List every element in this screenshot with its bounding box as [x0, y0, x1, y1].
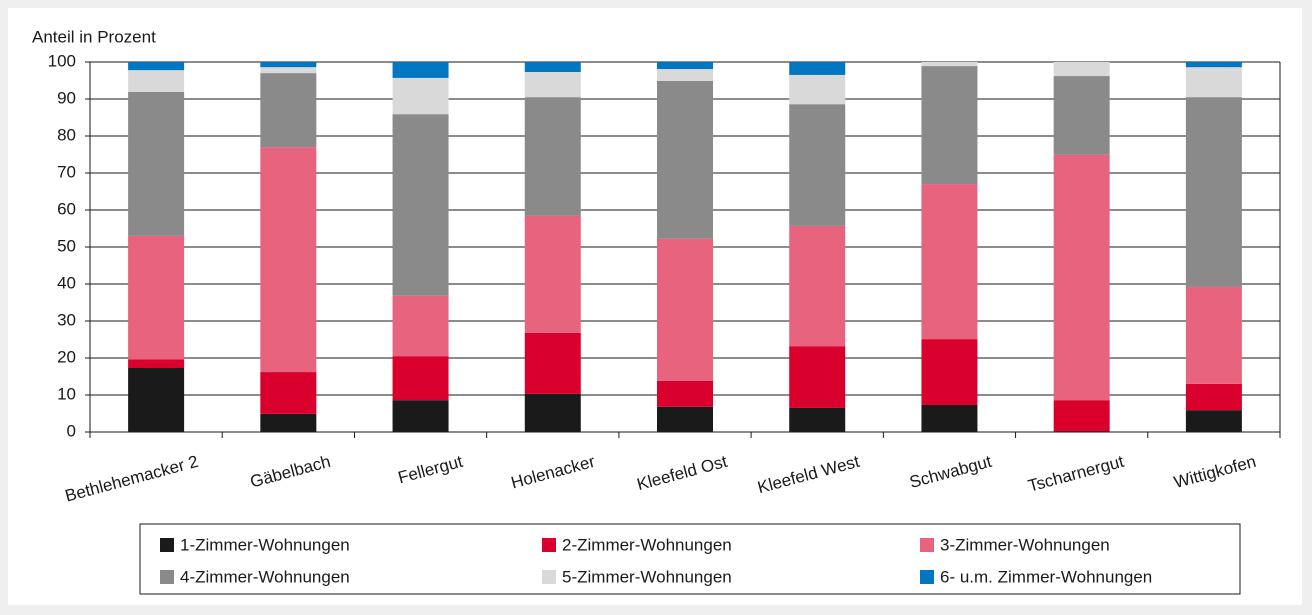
legend-label: 4-Zimmer-Wohnungen	[180, 567, 350, 586]
y-tick-label: 40	[57, 273, 76, 292]
legend-swatch	[542, 538, 556, 552]
legend-label: 2-Zimmer-Wohnungen	[562, 535, 732, 554]
bar-segment	[128, 235, 185, 360]
bar-segment	[1185, 62, 1242, 68]
y-tick-label: 60	[57, 199, 76, 218]
bar-segment	[657, 62, 713, 70]
legend-label: 6- u.m. Zimmer-Wohnungen	[940, 567, 1152, 586]
bar-segment	[789, 104, 846, 226]
bar-segment	[524, 97, 581, 216]
bar-segment	[921, 184, 978, 340]
bar-segment	[260, 62, 317, 68]
bar-segment	[1053, 154, 1110, 401]
bar-segment	[657, 406, 713, 432]
bar-segment	[128, 367, 185, 432]
bar-segment	[1185, 67, 1242, 98]
bar-segment	[128, 359, 185, 368]
legend-swatch	[160, 570, 174, 584]
bar-segment	[921, 404, 978, 432]
bar-segment	[789, 74, 846, 105]
bar-segment	[1053, 400, 1110, 432]
bar-segment	[524, 393, 581, 432]
bar-segment	[392, 114, 449, 296]
bar-segment	[921, 339, 978, 405]
bar-segment	[789, 225, 846, 347]
y-tick-label: 50	[57, 236, 76, 255]
bar-segment	[657, 69, 713, 81]
bar-segment	[1185, 286, 1242, 384]
bar-segment	[392, 356, 449, 401]
y-tick-label: 100	[48, 51, 76, 70]
bar-segment	[392, 400, 449, 432]
bar-segment	[657, 380, 713, 407]
bar-segment	[128, 70, 185, 92]
bar-segment	[1185, 410, 1242, 432]
bar-segment	[260, 73, 317, 148]
bar-segment	[260, 413, 317, 432]
bar-segment	[524, 71, 581, 98]
bar-segment	[1185, 97, 1242, 287]
y-tick-label: 70	[57, 162, 76, 181]
legend-label: 3-Zimmer-Wohnungen	[940, 535, 1110, 554]
legend-swatch	[542, 570, 556, 584]
y-tick-label: 90	[57, 88, 76, 107]
legend-label: 1-Zimmer-Wohnungen	[180, 535, 350, 554]
bar-segment	[260, 372, 317, 414]
bar-segment	[392, 295, 449, 357]
bar-segment	[789, 62, 846, 75]
y-axis-label: Anteil in Prozent	[32, 27, 156, 46]
y-tick-label: 30	[57, 310, 76, 329]
bar-segment	[128, 62, 185, 71]
legend-box	[139, 523, 1241, 595]
bar-segment	[524, 332, 581, 394]
bar-segment	[789, 346, 846, 408]
bar-segment	[260, 147, 317, 373]
legend-swatch	[160, 538, 174, 552]
bar-segment	[1053, 76, 1110, 155]
bar-segment	[524, 62, 581, 72]
bar-segment	[392, 77, 449, 115]
bar-segment	[921, 66, 978, 185]
bar-segment	[392, 62, 449, 78]
bar-segment	[657, 238, 713, 381]
bar-segment	[1053, 62, 1110, 77]
legend-swatch	[920, 538, 934, 552]
bar-segment	[260, 67, 317, 74]
legend-label: 5-Zimmer-Wohnungen	[562, 567, 732, 586]
bar-segment	[128, 91, 185, 236]
y-tick-label: 20	[57, 347, 76, 366]
bar-segment	[524, 215, 581, 333]
legend-swatch	[920, 570, 934, 584]
y-tick-label: 10	[57, 384, 76, 403]
bar-segment	[921, 62, 978, 67]
y-tick-label: 0	[67, 421, 76, 440]
y-tick-label: 80	[57, 125, 76, 144]
bar-segment	[1185, 383, 1242, 411]
bar-segment	[657, 80, 713, 239]
bar-segment	[789, 407, 846, 432]
